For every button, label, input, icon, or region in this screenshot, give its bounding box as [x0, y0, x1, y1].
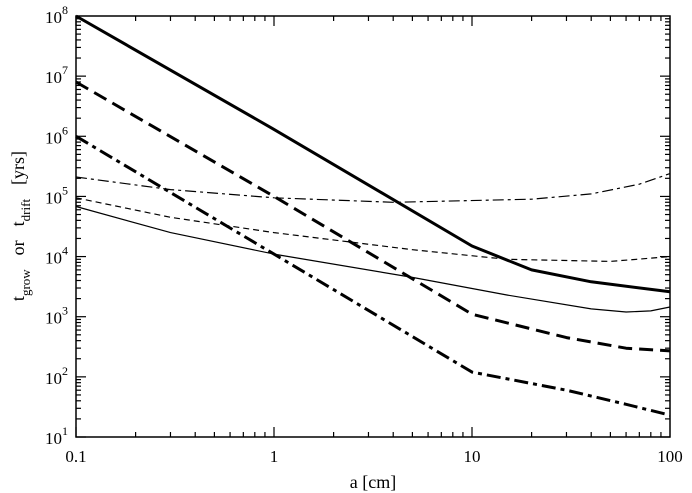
series-line-thin-solid	[75, 205, 671, 313]
series-line-thick-dashdot	[75, 135, 671, 417]
y-tick-label: 106	[45, 123, 68, 147]
x-tick-label: 10	[464, 447, 481, 466]
series-line-thick-dashed	[75, 80, 671, 353]
series-lines	[75, 14, 671, 417]
y-axis-label: tgrow​ortdrift​[yrs]	[8, 151, 33, 301]
series-line-thick-solid	[75, 14, 671, 294]
y-tick-label: 105	[45, 183, 68, 207]
tick-marks	[75, 16, 670, 438]
x-tick-label: 1	[270, 447, 279, 466]
y-tick-label: 108	[45, 3, 68, 27]
x-tick-label: 100	[657, 447, 683, 466]
y-tick-label: 102	[45, 364, 68, 388]
plot-frame	[75, 15, 671, 438]
y-tick-label: 101	[45, 424, 68, 448]
x-tick-labels: 0.1 1 10 100	[65, 447, 682, 466]
series-line-thin-dashed	[75, 197, 671, 262]
y-tick-labels: 101 102 103 104 105 106 107 108	[45, 3, 68, 448]
y-tick-label: 104	[45, 244, 68, 268]
y-tick-label: 103	[45, 304, 68, 328]
x-tick-label: 0.1	[65, 447, 86, 466]
series-line-thin-dashdot	[75, 173, 671, 203]
x-axis-label: a [cm]	[350, 472, 396, 492]
y-tick-label: 107	[45, 63, 68, 87]
